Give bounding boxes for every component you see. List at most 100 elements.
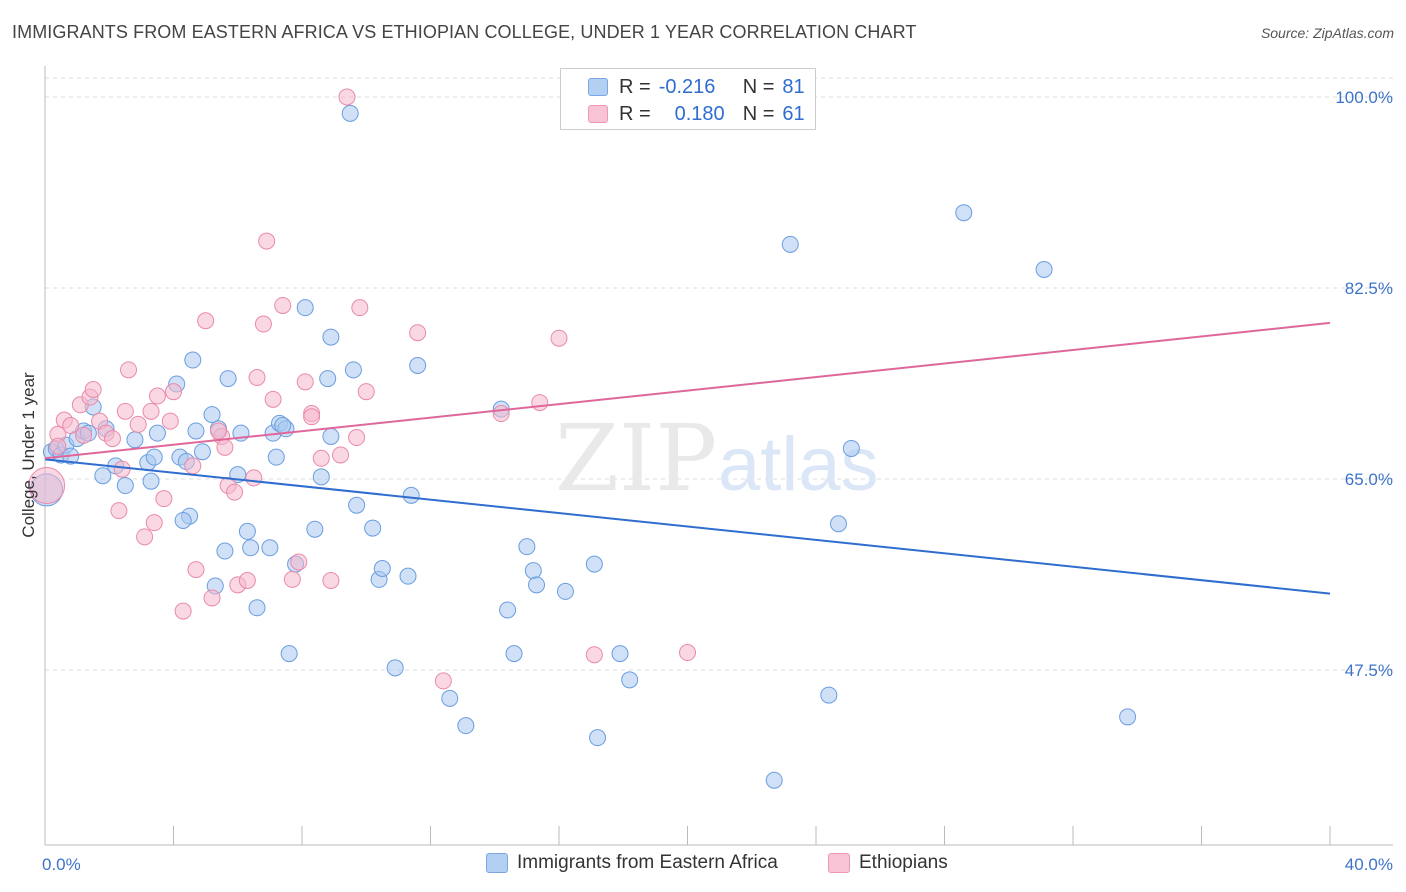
blue-data-point: [216, 542, 234, 560]
blue-data-point: [174, 511, 192, 529]
pink-data-point: [338, 88, 356, 106]
watermark-zip: ZIP: [555, 405, 717, 512]
n-label: N =: [742, 102, 775, 125]
r-label: R =: [619, 75, 651, 98]
pink-data-point: [531, 394, 549, 412]
legend-row-blue: R = -0.216 N = 81: [619, 75, 805, 99]
blue-data-point: [238, 522, 256, 540]
blue-data-point: [955, 204, 973, 222]
y-axis-label: College, Under 1 year: [19, 372, 38, 538]
legend-item-blue: Immigrants from Eastern Africa: [486, 852, 778, 874]
blue-data-point: [322, 328, 340, 346]
stats-legend: R = -0.216 N = 81 R = 0.180 N = 61: [560, 68, 816, 130]
pink-data-point: [113, 460, 131, 478]
blue-data-point: [142, 472, 160, 490]
pink-data-point: [332, 446, 350, 464]
pink-data-point: [238, 572, 256, 590]
blue-data-point: [126, 431, 144, 449]
blue-data-point: [296, 299, 314, 317]
pink-data-point: [290, 553, 308, 571]
blue-trend-line: [44, 458, 1331, 595]
blue-data-point: [248, 599, 266, 617]
pink-data-point: [142, 402, 160, 420]
blue-data-point: [145, 448, 163, 466]
pink-data-point: [129, 415, 147, 433]
blue-data-point: [441, 689, 459, 707]
blue-data-point: [322, 427, 340, 445]
blue-data-point: [842, 439, 860, 457]
pink-data-point: [434, 672, 452, 690]
y-tick-label: 100.0%: [1335, 88, 1393, 107]
pink-data-point: [116, 402, 134, 420]
x-tick-label: 0.0%: [42, 855, 81, 874]
source-credit: Source: ZipAtlas.com: [1260, 25, 1394, 41]
blue-data-point: [274, 417, 292, 435]
legend-swatch-blue: [486, 853, 508, 873]
y-tick-label: 47.5%: [1345, 661, 1393, 680]
blue-data-point: [344, 361, 362, 379]
y-tick-label: 82.5%: [1345, 279, 1393, 298]
tick-labels: 100.0% 82.5% 65.0% 47.5% 0.0% 40.0%: [42, 88, 1393, 874]
legend-row-pink: R = 0.180 N = 61: [619, 102, 805, 126]
trend-lines: [44, 321, 1331, 595]
data-points: [28, 88, 1137, 789]
pink-data-point: [84, 381, 102, 399]
pink-data-point: [322, 572, 340, 590]
pink-data-point: [283, 570, 301, 588]
legend-swatch-pink: [828, 853, 850, 873]
pink-data-point: [62, 417, 80, 435]
legend-label-pink: Ethiopians: [859, 852, 948, 873]
pink-data-point: [148, 387, 166, 405]
pink-data-point: [161, 412, 179, 430]
blue-data-point: [312, 468, 330, 486]
pink-data-point: [209, 422, 227, 440]
pink-data-point: [120, 361, 138, 379]
blue-data-point: [116, 477, 134, 495]
pink-data-point: [49, 437, 67, 455]
blue-data-point: [364, 519, 382, 537]
blue-data-point: [518, 538, 536, 556]
pink-data-point: [155, 490, 173, 508]
blue-data-point: [1035, 260, 1053, 278]
pink-data-point: [226, 483, 244, 501]
pink-data-point: [110, 502, 128, 520]
pink-data-point: [550, 329, 568, 347]
pink-data-point: [184, 457, 202, 475]
blue-data-point: [589, 729, 607, 747]
pink-trend-line: [44, 321, 1331, 460]
pink-data-point: [312, 449, 330, 467]
watermark-atlas: atlas: [718, 422, 879, 507]
blue-data-point: [267, 448, 285, 466]
y-tick-label: 65.0%: [1345, 470, 1393, 489]
blue-data-point: [528, 576, 546, 594]
pink-data-point: [296, 373, 314, 391]
blue-data-point: [319, 370, 337, 388]
blue-data-point: [94, 467, 112, 485]
x-tick-label: 40.0%: [1345, 855, 1393, 874]
pink-data-point: [264, 390, 282, 408]
blue-data-point: [505, 645, 523, 663]
blue-data-point: [187, 422, 205, 440]
pink-data-point: [187, 561, 205, 579]
blue-data-point: [261, 539, 279, 557]
pink-data-point: [679, 644, 696, 662]
pink-data-point: [585, 646, 603, 664]
blue-data-point: [280, 645, 298, 663]
blue-data-point: [611, 645, 629, 663]
n-value-blue: 81: [782, 75, 805, 98]
n-value-pink: 61: [782, 102, 805, 125]
blue-data-point: [193, 443, 211, 461]
pink-data-point: [145, 514, 163, 532]
pink-data-point: [203, 589, 221, 607]
pink-data-point: [136, 528, 154, 546]
pink-data-point: [303, 408, 321, 426]
pink-data-point: [248, 368, 266, 386]
blue-data-point: [184, 351, 202, 369]
blue-data-point: [524, 562, 542, 580]
chart-title: IMMIGRANTS FROM EASTERN AFRICA VS ETHIOP…: [12, 22, 917, 42]
pink-data-point: [103, 430, 121, 448]
blue-data-point: [348, 496, 366, 514]
legend-item-pink: Ethiopians: [828, 852, 948, 874]
pink-data-point: [258, 232, 276, 250]
pink-data-point: [409, 324, 427, 342]
